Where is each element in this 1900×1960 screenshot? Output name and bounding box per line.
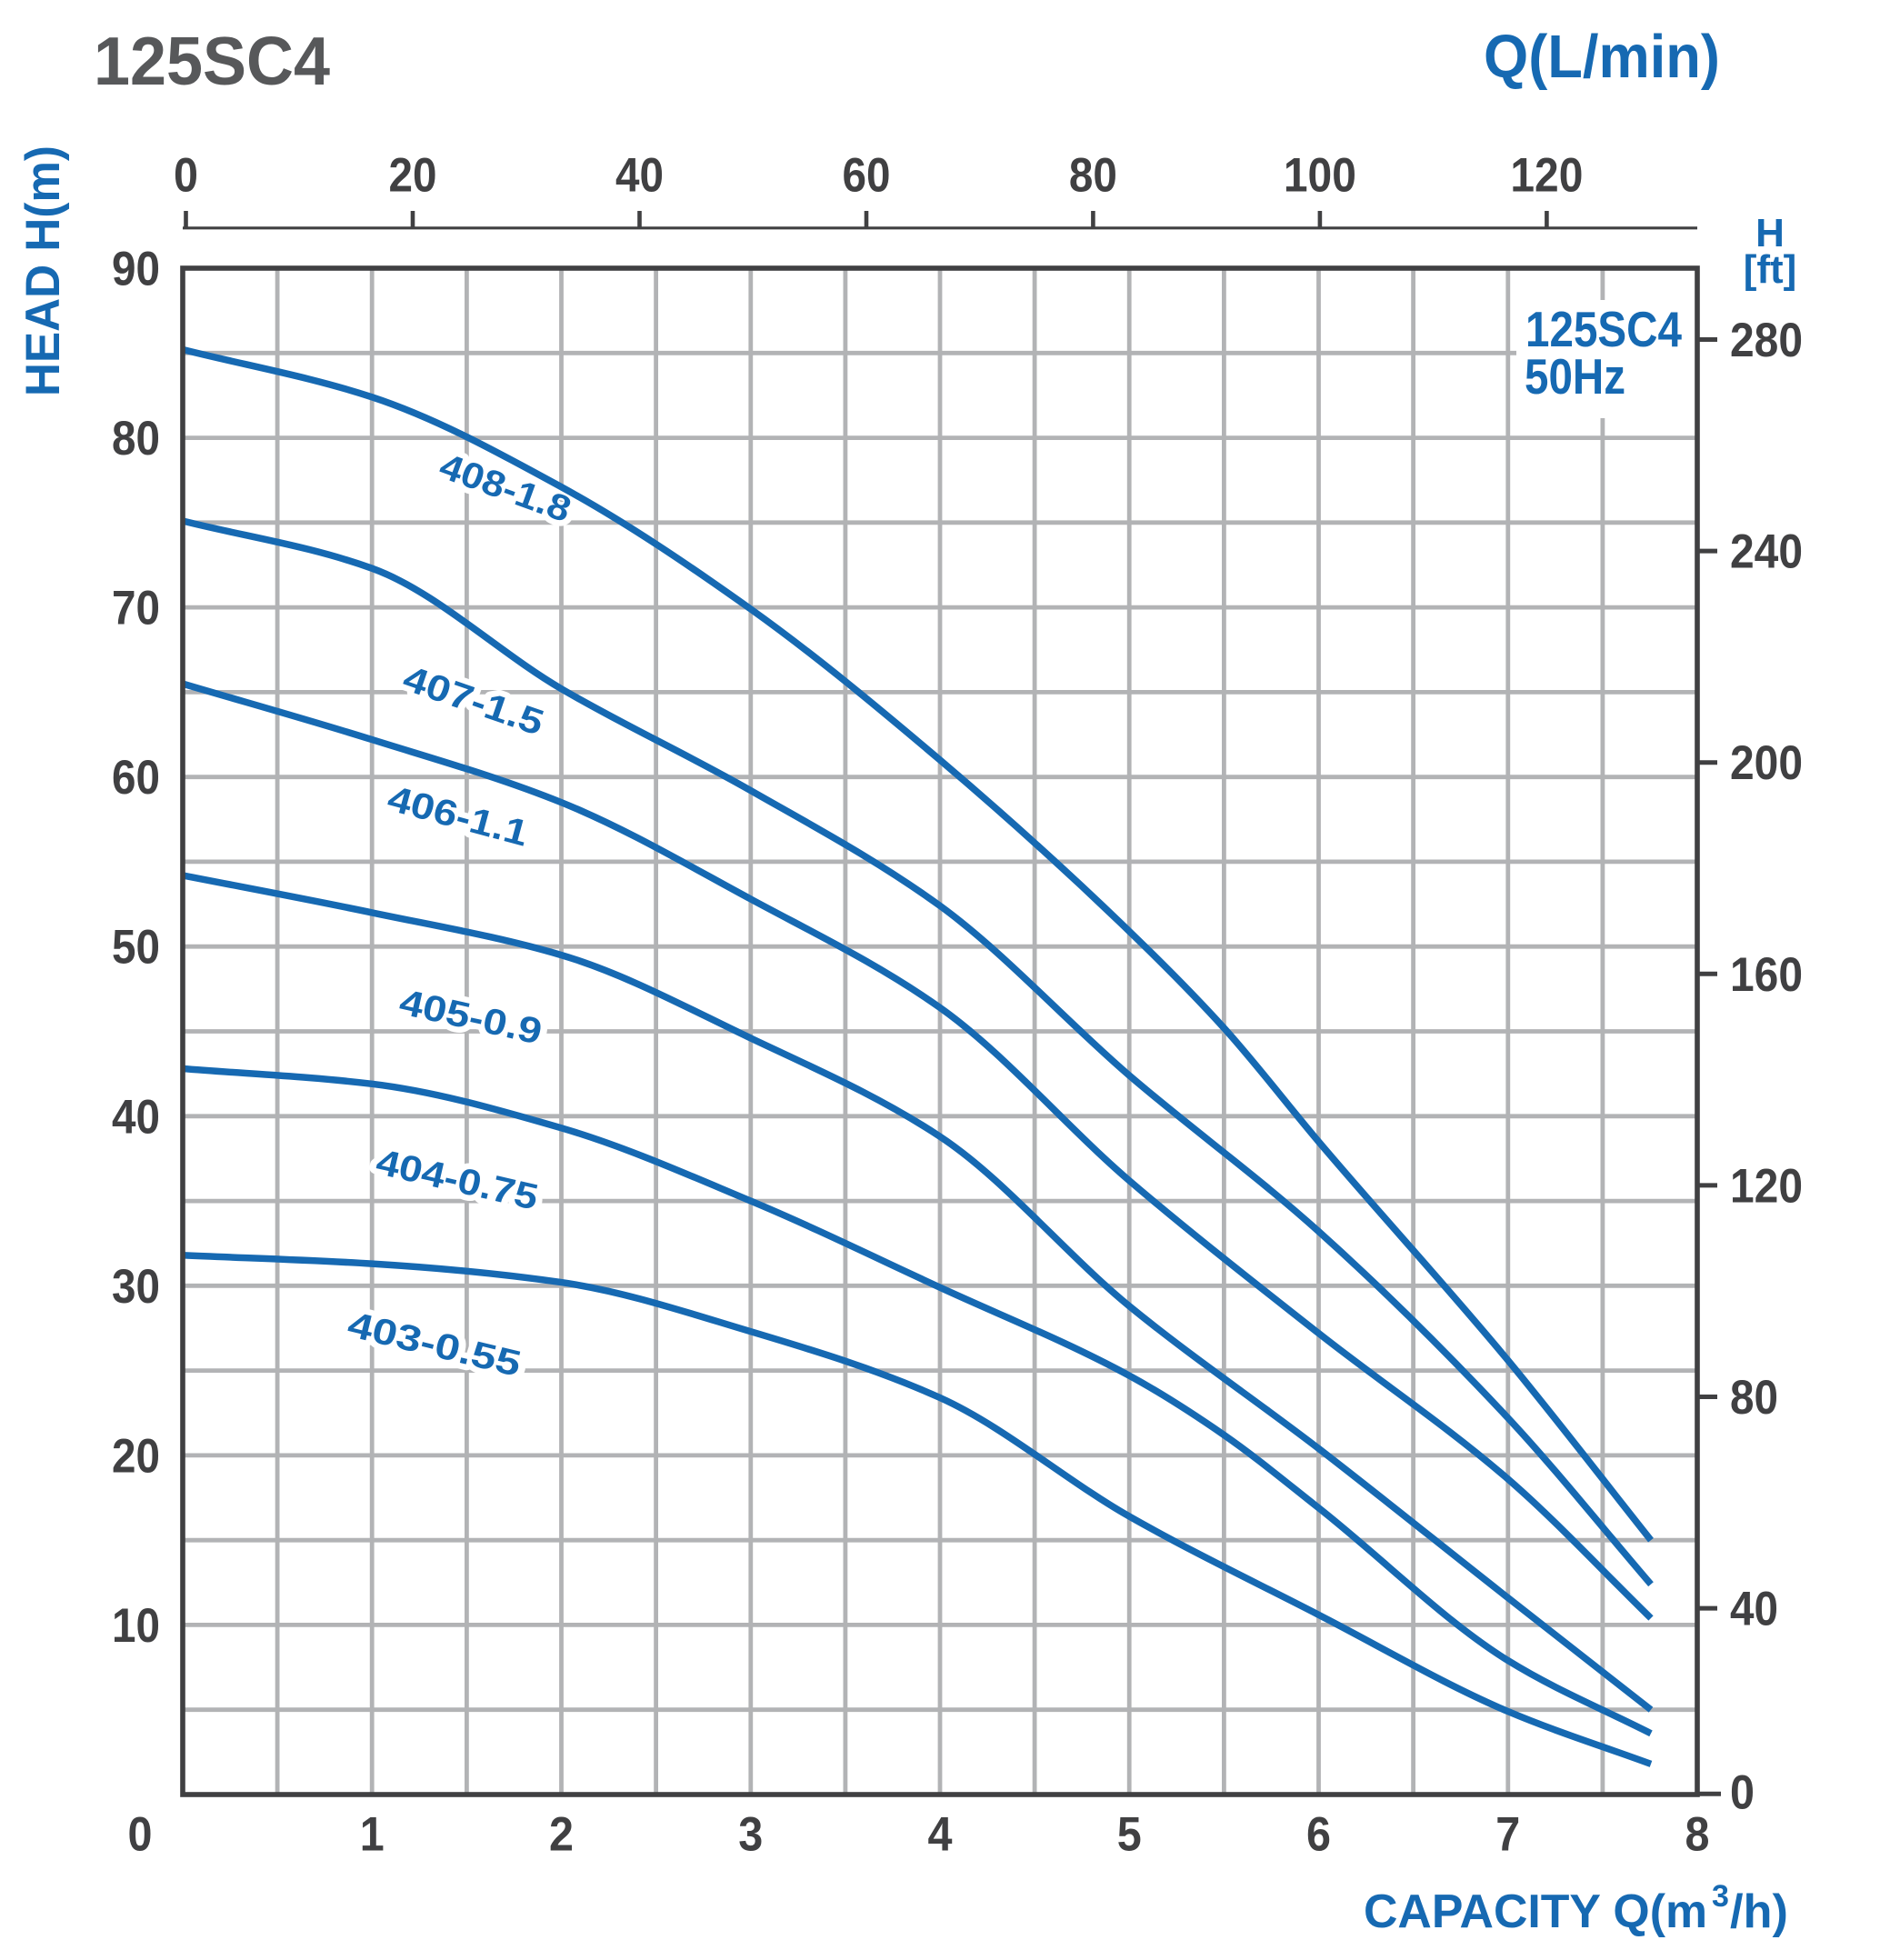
svg-text:280: 280	[1730, 314, 1803, 367]
svg-text:125SC4: 125SC4	[94, 23, 330, 99]
svg-text:120: 120	[1510, 149, 1583, 203]
svg-text:90: 90	[112, 243, 160, 296]
svg-text:CAPACITY Q(m: CAPACITY Q(m	[1364, 1885, 1707, 1938]
svg-text:40: 40	[1730, 1583, 1778, 1636]
svg-text:80: 80	[1069, 149, 1117, 203]
svg-text:50: 50	[112, 921, 160, 975]
svg-text:2: 2	[549, 1808, 574, 1862]
svg-text:20: 20	[389, 149, 437, 203]
svg-text:80: 80	[1730, 1371, 1778, 1425]
svg-text:3: 3	[1712, 1879, 1729, 1914]
svg-text:7: 7	[1495, 1808, 1520, 1862]
svg-text:160: 160	[1730, 948, 1803, 1002]
svg-text:20: 20	[112, 1429, 160, 1483]
svg-text:4: 4	[928, 1808, 953, 1862]
svg-text:100: 100	[1284, 149, 1356, 203]
svg-text:/h): /h)	[1730, 1885, 1788, 1938]
svg-text:H: H	[1755, 211, 1785, 255]
svg-text:240: 240	[1730, 525, 1803, 579]
svg-text:60: 60	[112, 751, 160, 805]
svg-text:0: 0	[1730, 1766, 1755, 1820]
svg-text:10: 10	[112, 1599, 160, 1653]
svg-text:8: 8	[1685, 1808, 1710, 1862]
svg-text:0: 0	[174, 149, 198, 203]
svg-text:125SC4: 125SC4	[1525, 301, 1682, 357]
svg-text:[ft]: [ft]	[1744, 247, 1797, 292]
svg-text:1: 1	[360, 1808, 385, 1862]
svg-text:40: 40	[615, 149, 664, 203]
svg-text:HEAD H(m): HEAD H(m)	[16, 145, 70, 396]
svg-text:60: 60	[843, 149, 891, 203]
svg-text:5: 5	[1117, 1808, 1142, 1862]
svg-text:200: 200	[1730, 736, 1803, 790]
svg-text:120: 120	[1730, 1159, 1803, 1213]
svg-text:6: 6	[1306, 1808, 1331, 1862]
svg-text:3: 3	[738, 1808, 763, 1862]
svg-text:80: 80	[112, 412, 160, 465]
svg-text:30: 30	[112, 1260, 160, 1314]
svg-text:70: 70	[112, 582, 160, 635]
svg-text:0: 0	[128, 1808, 153, 1862]
svg-text:50Hz: 50Hz	[1525, 348, 1625, 405]
svg-text:40: 40	[112, 1090, 160, 1144]
svg-text:Q(L/min): Q(L/min)	[1484, 23, 1720, 91]
